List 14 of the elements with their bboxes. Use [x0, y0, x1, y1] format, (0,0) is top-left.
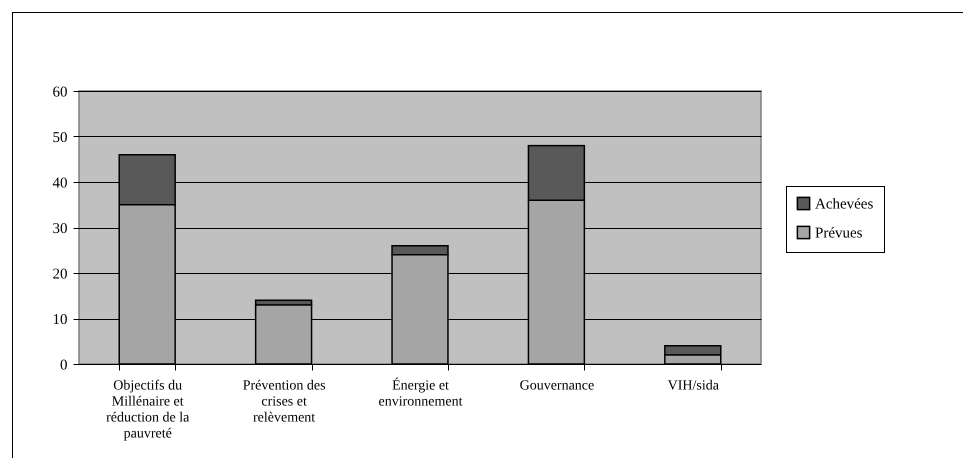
y-tick-label: 0	[60, 358, 68, 374]
y-tick-label: 30	[52, 221, 68, 237]
x-tick-label: Prévention des crises et relèvement	[242, 378, 326, 426]
x-tick-label: Énergie et environnement	[378, 376, 463, 410]
y-tick-label: 20	[52, 266, 68, 282]
x-tick-label: Gouvernance	[520, 378, 594, 394]
y-tick-label: 50	[52, 130, 68, 146]
legend-label: Prévues	[815, 226, 863, 242]
x-tick-label: Objectifs du Millénaire et réduction de la pauvreté	[106, 378, 190, 442]
y-tick-label: 40	[52, 176, 68, 192]
y-tick-label: 10	[52, 312, 68, 328]
legend-label: Achevées	[815, 196, 874, 212]
x-tick-label: VIH/sida	[668, 378, 720, 394]
y-tick-label: 60	[52, 84, 68, 100]
